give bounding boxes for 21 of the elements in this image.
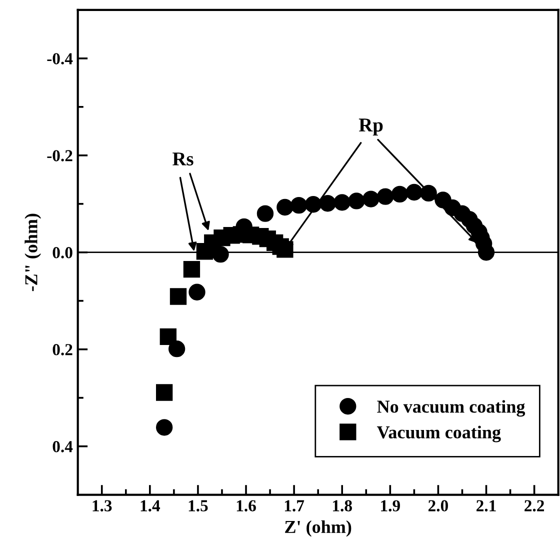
legend-label: Vacuum coating [376, 426, 501, 442]
x-tick-label: 1.3 [92, 500, 112, 512]
y-tick-label: 0.2 [52, 344, 72, 356]
x-tick-label: 1.4 [140, 500, 160, 512]
y-tick-label: 0.4 [52, 441, 73, 452]
x-tick-label: 1.7 [284, 500, 304, 512]
legend-label: No vacuum coating [377, 400, 526, 417]
x-tick-label: 1.5 [188, 500, 208, 512]
annotation: Rs [172, 152, 194, 166]
y-tick-label: -0.2 [47, 150, 72, 162]
x-tick-label: 1.6 [236, 500, 256, 512]
x-tick-label: 2.1 [476, 500, 496, 512]
x-tick-label: 2.0 [428, 500, 448, 512]
y-tick-label: 0.0 [52, 247, 72, 258]
y-axis-title: -Z" (ohm) [24, 214, 42, 292]
x-tick-label: 1.8 [333, 500, 352, 512]
x-tick-label: 1.9 [381, 500, 400, 512]
annotation: Rp [358, 118, 383, 136]
x-tick-label: 2.2 [524, 500, 544, 512]
x-axis-title: Z' (ohm) [285, 520, 352, 537]
y-tick-label: -0.4 [47, 53, 73, 64]
